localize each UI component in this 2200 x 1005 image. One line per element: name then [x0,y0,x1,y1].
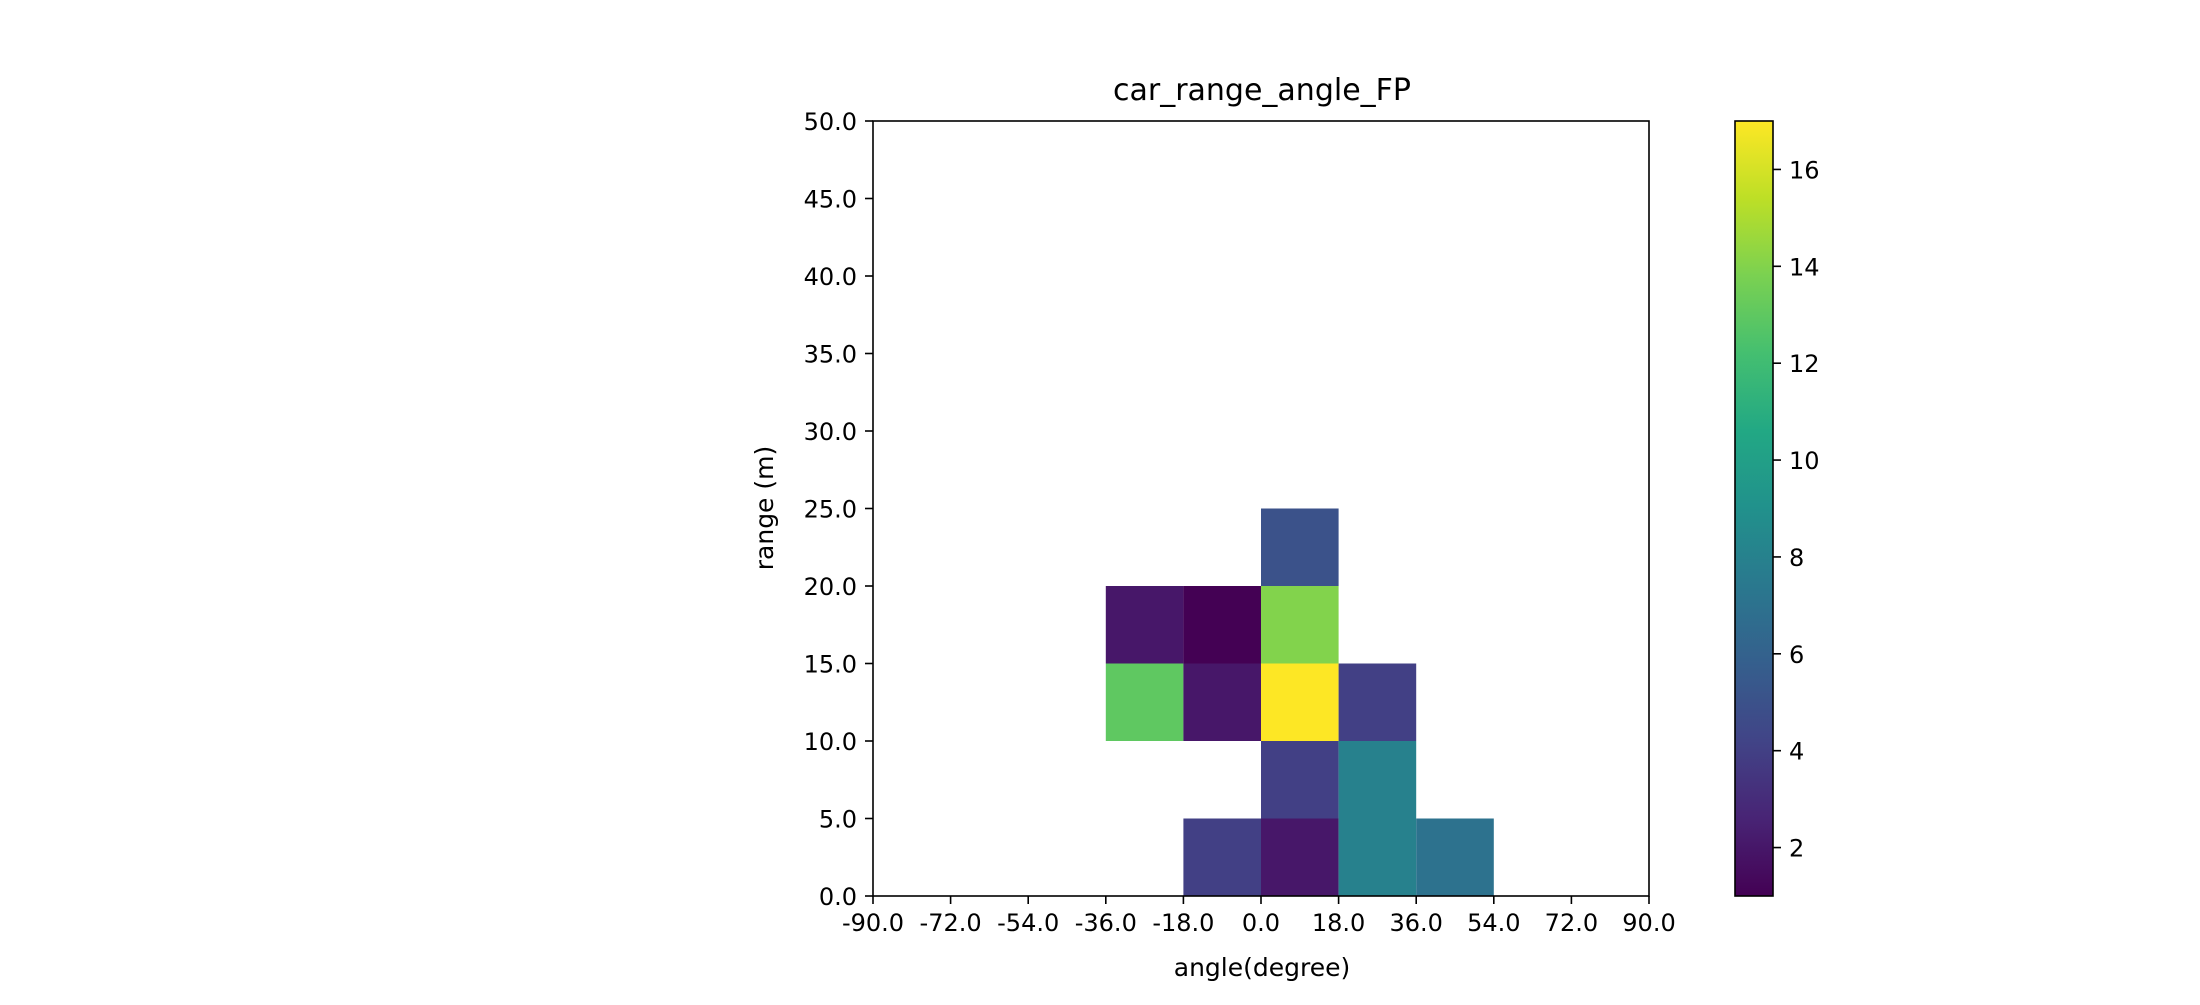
y-tick-label: 40.0 [804,263,857,291]
heatmap-cell [1183,663,1261,741]
x-axis-label: angle(degree) [1174,953,1350,982]
y-axis-label: range (m) [750,446,779,571]
heatmap-cell [1183,818,1261,896]
heatmap-cell [1261,508,1339,586]
x-tick-label: -36.0 [1075,909,1137,937]
heatmap-cell [1261,741,1339,819]
y-axis-ticks: 0.0 5.0 10.0 15.0 20.0 25.0 30.0 35.0 40.0 45.0 50… [804,108,873,911]
colorbar-tick-label: 16 [1789,156,1820,184]
y-tick-label: 45.0 [804,186,857,214]
heatmap-cell [1105,663,1184,741]
y-tick-label: 30.0 [804,418,857,446]
heatmap-cell [1261,663,1339,741]
heatmap-cell [1261,586,1339,664]
x-tick-label: 72.0 [1545,909,1598,937]
heatmap-cell [1183,586,1261,664]
heatmap-cells [1105,508,1494,896]
heatmap-cell [1338,818,1417,896]
x-tick-label: 36.0 [1389,909,1442,937]
heatmap-cell [1338,741,1417,819]
heatmap-cell [1105,586,1184,664]
heatmap-cell [1416,818,1494,896]
x-tick-label: 0.0 [1242,909,1280,937]
x-tick-label: -90.0 [842,909,904,937]
colorbar [1734,120,1774,897]
heatmap-cell [1338,663,1417,741]
colorbar-tick-label: 14 [1789,253,1820,281]
x-tick-label: -54.0 [997,909,1059,937]
colorbar-tick-label: 6 [1789,641,1804,669]
x-tick-label: 90.0 [1622,909,1675,937]
colorbar-tick-label: 2 [1789,835,1804,863]
colorbar-tick-label: 10 [1789,447,1820,475]
colorbar-ticks: 2 4 6 8 10 12 14 16 [1773,156,1820,863]
y-tick-label: 10.0 [804,728,857,756]
y-tick-label: 50.0 [804,108,857,136]
x-tick-label: -72.0 [920,909,982,937]
colorbar-tick-label: 4 [1789,738,1804,766]
y-tick-label: 25.0 [804,496,857,524]
heatmap-cell [1261,818,1339,896]
colorbar-tick-label: 12 [1789,350,1820,378]
chart-title: car_range_angle_FP [1113,73,1411,108]
x-axis-ticks: -90.0 -72.0 -54.0 -36.0 -18.0 0.0 18.0 36.0 54.0… [842,896,1676,937]
y-tick-label: 0.0 [819,883,857,911]
x-tick-label: -18.0 [1152,909,1214,937]
y-tick-label: 15.0 [804,651,857,679]
x-tick-label: 54.0 [1467,909,1520,937]
x-tick-label: 18.0 [1312,909,1365,937]
colorbar-tick-label: 8 [1789,544,1804,572]
y-tick-label: 35.0 [804,341,857,369]
y-tick-label: 5.0 [819,806,857,834]
y-tick-label: 20.0 [804,573,857,601]
